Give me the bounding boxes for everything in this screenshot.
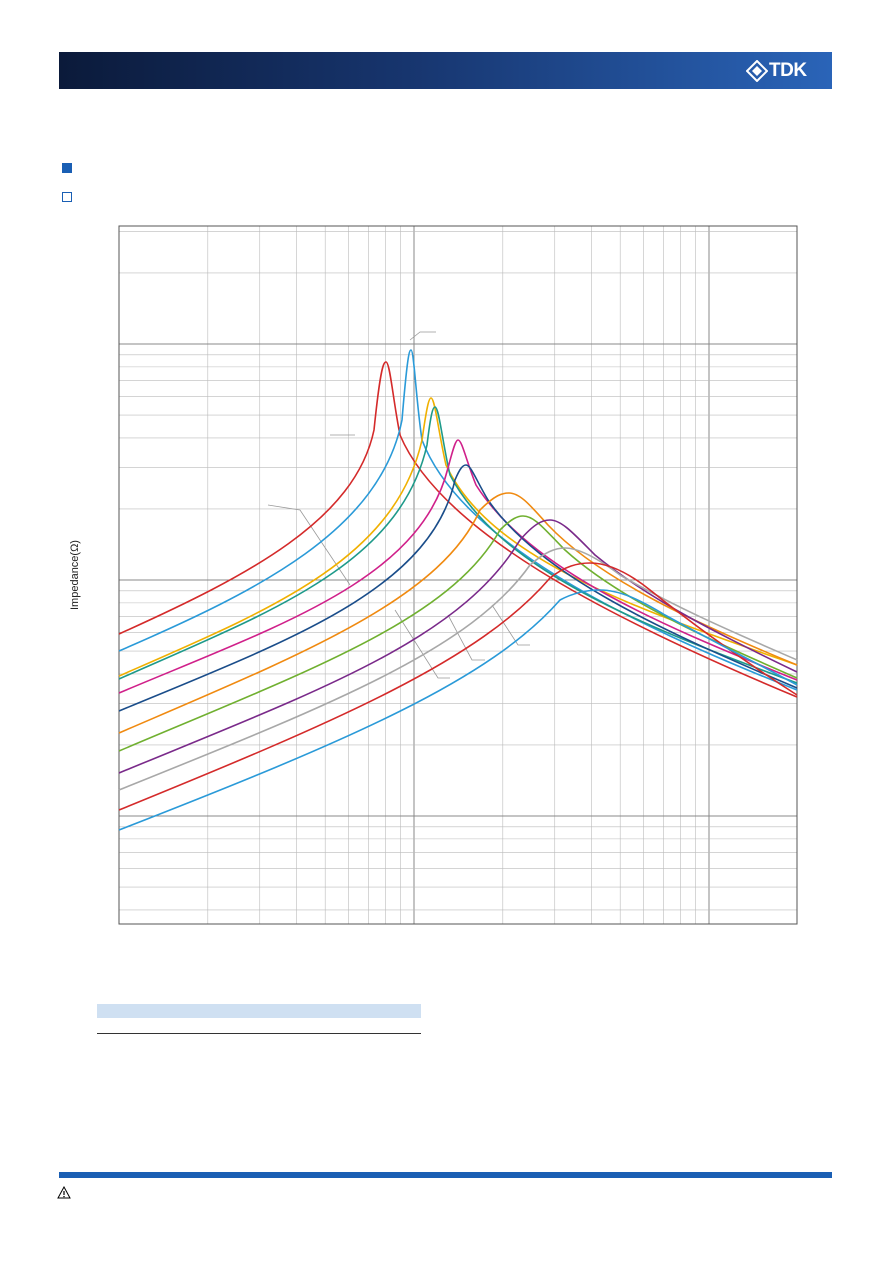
warning-icon [57, 1186, 71, 1199]
y-axis-label: Impedance(Ω) [69, 540, 81, 610]
leader-lines [267, 331, 530, 679]
impedance-curves [118, 349, 798, 831]
table-header [97, 1004, 421, 1018]
grid [119, 226, 797, 924]
table-rule [97, 1033, 421, 1034]
plot-frame [118, 225, 798, 925]
bullet-filled [62, 163, 72, 173]
logo-mark [746, 60, 768, 82]
bullet-outline [62, 192, 72, 202]
logo-text: TDK [769, 60, 807, 81]
chart: Impedance(Ω) [69, 225, 798, 925]
footer-bar [59, 1172, 832, 1178]
header-bar [59, 52, 832, 89]
